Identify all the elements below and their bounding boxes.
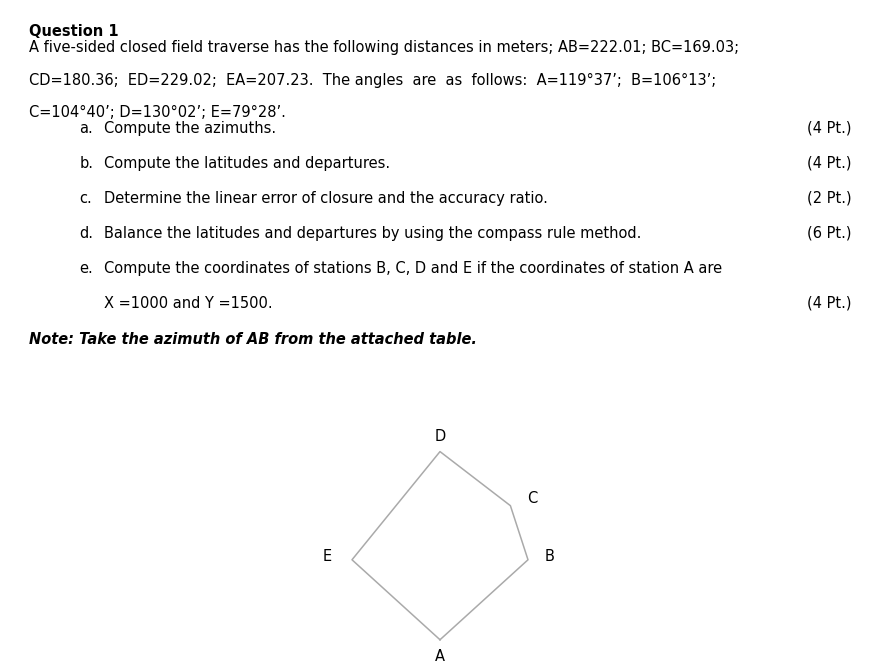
Text: Compute the coordinates of stations B, C, D and E if the coordinates of station : Compute the coordinates of stations B, C… [104, 261, 722, 276]
Text: Determine the linear error of closure and the accuracy ratio.: Determine the linear error of closure an… [104, 191, 547, 206]
Text: d.: d. [79, 226, 93, 241]
Text: X =1000 and Y =1500.: X =1000 and Y =1500. [104, 296, 273, 310]
Text: E: E [323, 549, 332, 564]
Text: CD=180.36;  ED=229.02;  EA=207.23.  The angles  are  as  follows:  A=119°37’;  B: CD=180.36; ED=229.02; EA=207.23. The ang… [29, 73, 716, 87]
Text: Compute the latitudes and departures.: Compute the latitudes and departures. [104, 156, 390, 171]
Text: b.: b. [79, 156, 93, 171]
Text: C=104°40’; D=130°02’; E=79°28’.: C=104°40’; D=130°02’; E=79°28’. [29, 105, 286, 120]
Text: D: D [435, 429, 445, 444]
Text: B: B [545, 549, 555, 564]
Text: Question 1: Question 1 [29, 24, 119, 38]
Text: (4 Pt.): (4 Pt.) [807, 121, 852, 136]
Text: Balance the latitudes and departures by using the compass rule method.: Balance the latitudes and departures by … [104, 226, 642, 241]
Text: Compute the azimuths.: Compute the azimuths. [104, 121, 276, 136]
Text: C: C [527, 491, 538, 507]
Text: c.: c. [79, 191, 92, 206]
Text: Note: Take the azimuth of AB from the attached table.: Note: Take the azimuth of AB from the at… [29, 332, 477, 347]
Text: A five-sided closed field traverse has the following distances in meters; AB=222: A five-sided closed field traverse has t… [29, 40, 739, 55]
Text: a.: a. [79, 121, 93, 136]
Text: (4 Pt.): (4 Pt.) [807, 156, 852, 171]
Text: A: A [435, 649, 445, 664]
Text: (6 Pt.): (6 Pt.) [807, 226, 852, 241]
Text: (2 Pt.): (2 Pt.) [807, 191, 852, 206]
Text: (4 Pt.): (4 Pt.) [807, 296, 852, 310]
Text: e.: e. [79, 261, 93, 276]
